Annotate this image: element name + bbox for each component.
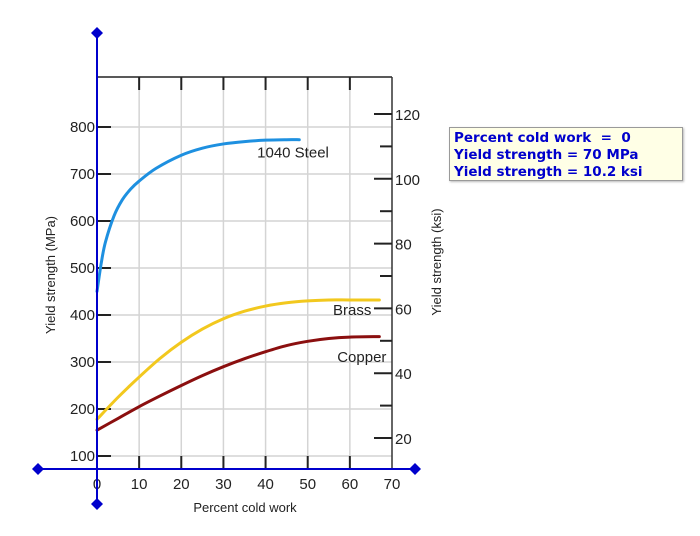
cursor-right-handle-icon[interactable] xyxy=(409,463,421,475)
x-tick-label: 60 xyxy=(342,476,359,493)
y-tick-label: 700 xyxy=(70,166,95,183)
x-tick-label: 30 xyxy=(215,476,232,493)
y-tick-label: 800 xyxy=(70,119,95,136)
curve-copper xyxy=(95,335,381,432)
plot-frame xyxy=(97,76,393,469)
curve-1040-steel xyxy=(95,138,301,293)
x-tick-label: 40 xyxy=(257,476,274,493)
y2-tick-label: 80 xyxy=(395,237,412,254)
y2-tick-label: 120 xyxy=(395,107,420,124)
label-1040-steel: 1040 Steel xyxy=(257,145,329,162)
y-tick-label: 600 xyxy=(70,213,95,230)
x-tick-label: 70 xyxy=(384,476,401,493)
y-axis-title: Yield strength (MPa) xyxy=(43,216,58,334)
curves xyxy=(95,138,381,432)
y-tick-label: 200 xyxy=(70,401,95,418)
crosshair-cursor[interactable] xyxy=(32,27,421,510)
y2-tick-label: 20 xyxy=(395,431,412,448)
readout-percent-cold-work: Percent cold work = 0 xyxy=(454,130,631,146)
x-axis-title: Percent cold work xyxy=(193,500,297,515)
axis-labels: 0102030405060701002003004005006007008002… xyxy=(43,107,444,515)
label-copper: Copper xyxy=(337,349,386,366)
y-tick-label: 300 xyxy=(70,354,95,371)
x-tick-label: 50 xyxy=(299,476,316,493)
y2-tick-label: 60 xyxy=(395,301,412,318)
y2-tick-label: 40 xyxy=(395,366,412,383)
readout-yield-mpa: Yield strength = 70 MPa xyxy=(454,147,639,163)
value-readout-box: Percent cold work = 0 Yield strength = 7… xyxy=(449,127,683,181)
label-brass: Brass xyxy=(333,302,371,319)
readout-yield-ksi: Yield strength = 10.2 ksi xyxy=(454,164,643,180)
cursor-top-handle-icon[interactable] xyxy=(91,27,103,39)
cursor-bottom-handle-icon[interactable] xyxy=(91,498,103,510)
curve-brass xyxy=(95,298,381,421)
y-tick-label: 500 xyxy=(70,260,95,277)
grid-lines xyxy=(97,77,392,469)
x-tick-label: 20 xyxy=(173,476,190,493)
y2-tick-label: 100 xyxy=(395,172,420,189)
x-tick-label: 10 xyxy=(131,476,148,493)
y2-axis-title: Yield strength (ksi) xyxy=(429,208,444,315)
axis-ticks xyxy=(97,77,392,469)
y-tick-label: 100 xyxy=(70,448,95,465)
y-tick-label: 400 xyxy=(70,307,95,324)
cursor-left-handle-icon[interactable] xyxy=(32,463,44,475)
